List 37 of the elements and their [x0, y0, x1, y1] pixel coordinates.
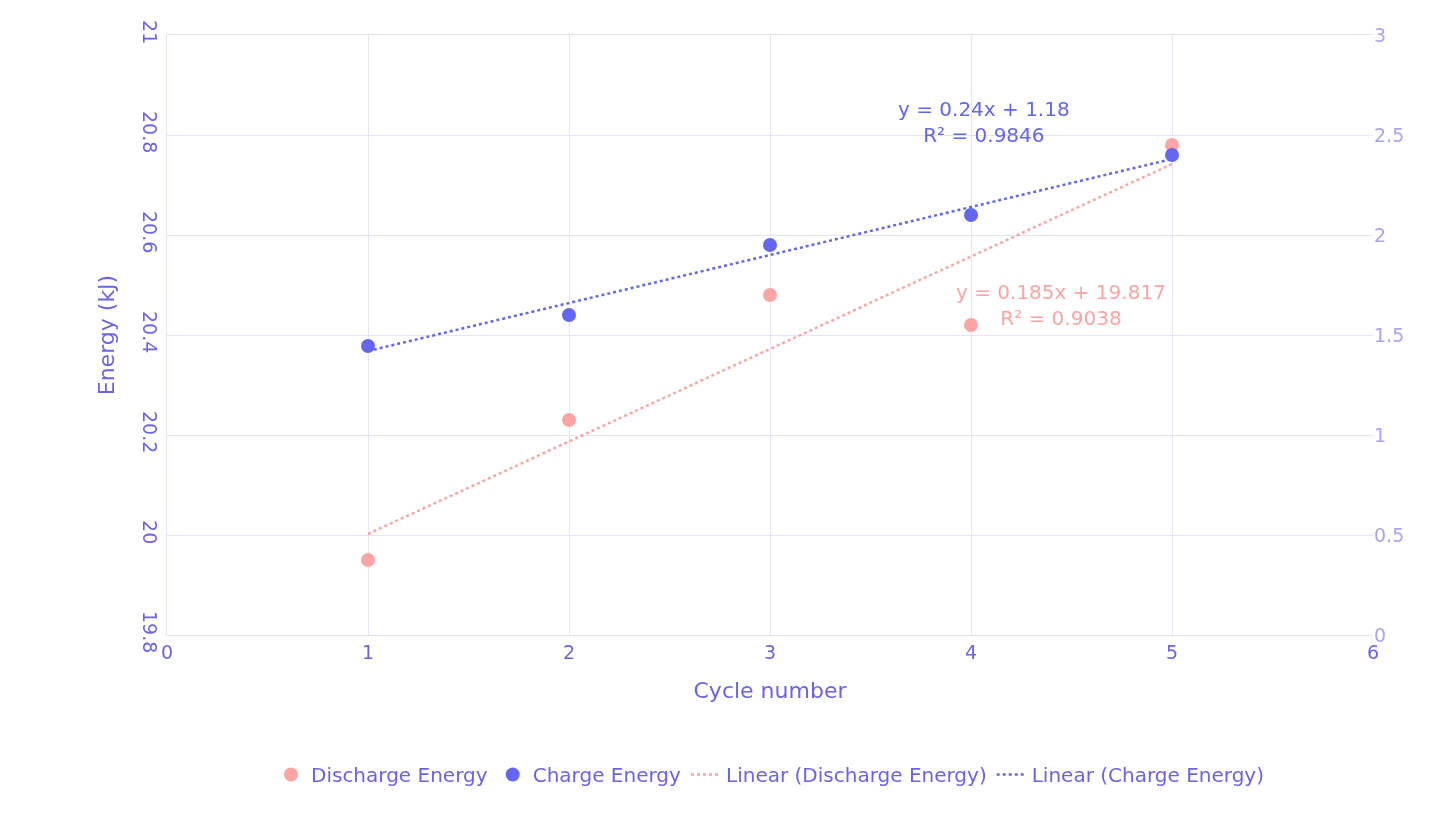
x-tick-label: 5	[1165, 640, 1179, 663]
x-tick-label: 2	[562, 640, 576, 663]
x-tick-label: 4	[964, 640, 978, 663]
y2-tick-label: 2	[1374, 223, 1387, 246]
annotation: y = 0.185x + 19.817 R² = 0.9038	[956, 280, 1166, 330]
y-tick-label: 20	[139, 520, 162, 545]
x-tick-label: 0	[160, 640, 174, 663]
legend-label: Discharge Energy	[311, 763, 488, 788]
x-tick-label: 1	[361, 640, 375, 663]
y2-tick-label: 3	[1374, 23, 1387, 46]
y2-tick-label: 2.5	[1374, 123, 1405, 146]
legend-label: Linear (Discharge Energy)	[726, 763, 987, 788]
point	[1165, 148, 1179, 162]
legend-label: Linear (Charge Energy)	[1031, 763, 1264, 788]
y-tick-label: 20.8	[139, 110, 162, 154]
y2-tick-label: 1.5	[1374, 323, 1405, 346]
point	[763, 238, 777, 252]
y-tick-label: 20.6	[139, 210, 162, 254]
y-tick-label: 20.4	[139, 310, 162, 354]
point	[562, 308, 576, 322]
point	[562, 413, 576, 427]
y-tick-label: 20.2	[139, 410, 162, 454]
y2-tick-label: 1	[1374, 423, 1387, 446]
y-tick-label: 21	[139, 20, 162, 45]
x-tick-label: 3	[763, 640, 777, 663]
annotation: y = 0.24x + 1.18 R² = 0.9846	[898, 97, 1070, 147]
y-tick-label: 19.8	[139, 610, 162, 654]
point	[964, 318, 978, 332]
point	[763, 288, 777, 302]
point	[964, 208, 978, 222]
point	[361, 553, 375, 567]
legend-label: Charge Energy	[532, 763, 682, 788]
y2-tick-label: 0.5	[1374, 523, 1405, 546]
point	[361, 339, 375, 353]
x-axis-title: Cycle number	[693, 677, 848, 703]
y2-tick-label: 0	[1374, 623, 1387, 646]
y-axis-title: Energy (kJ)	[94, 274, 119, 396]
